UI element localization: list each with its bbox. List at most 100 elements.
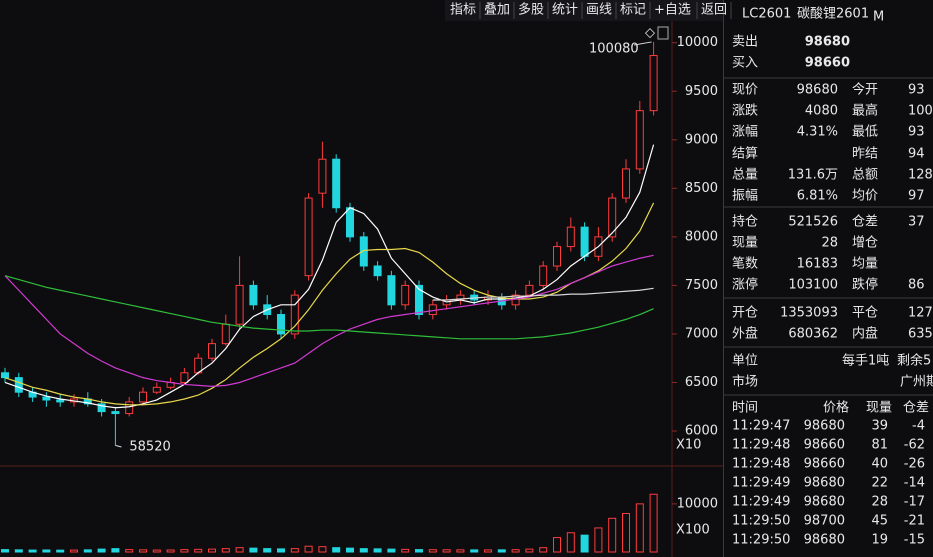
quote-label: 最高 [852,103,878,119]
quote-value: 93 [908,83,925,98]
ma-line [432,287,654,301]
candle-body [180,372,189,383]
trade-header: 现量 [866,401,892,416]
candle-body [111,411,120,415]
trade-cell: 11:29:50 [732,514,790,529]
quote-value: 103100 [788,278,838,293]
quote-value: 28 [821,236,838,251]
volume-bar [221,548,230,553]
toolbar-button[interactable]: 返回 [701,3,727,18]
trade-cell: 11:29:48 [732,438,790,453]
trade-cell: -15 [904,533,925,548]
quote-value: 93 [908,125,925,140]
quote-value: 680362 [788,327,838,342]
annotation-arrow [633,41,652,46]
trade-cell: 98680 [804,419,845,434]
trade-cell: 98680 [804,533,845,548]
volume-bar [1,549,9,553]
icon-diamond[interactable]: ◇ [645,26,655,41]
quote-label: 笔数 [732,256,758,272]
y-tick-label: 8500 [685,181,718,196]
quote-value: 100 [908,104,933,119]
y-tick-label: 8000 [685,229,718,244]
volume-bar [649,493,658,553]
candle-body [125,401,134,415]
candle-body [580,226,589,257]
volume-bar [346,547,354,553]
volume-bar [415,549,423,553]
candle-body [649,55,658,112]
quote-label: 昨结 [852,147,878,162]
trade-cell: 11:29:49 [732,476,790,491]
volume-bar [235,547,244,553]
volume-bar [83,549,92,553]
volume-bar [194,548,203,553]
quote-value: 86 [908,278,925,293]
toolbar-button[interactable]: 叠加 [484,3,510,18]
bid-label: 买入 [732,56,758,71]
ask-label: 卖出 [732,35,758,50]
y2-multiplier: X100 [676,523,710,538]
toolbar-button[interactable]: 画线 [586,3,612,18]
trade-cell: -14 [904,476,925,491]
quote-label: 涨停 [732,277,758,293]
quote-value: 131.6万 [788,168,838,183]
trade-cell: 11:29:49 [732,495,790,510]
quote-value: 4080 [805,104,838,119]
trade-cell: 98660 [804,438,845,453]
quote-value: 635 [908,327,933,342]
volume-bar [484,549,492,553]
volume-bar [525,548,534,553]
trade-cell: 98680 [804,495,845,510]
quote-value: 1278 [908,306,933,321]
candle-body [42,396,51,401]
quote-label: 增仓 [852,236,878,251]
candle-body [97,403,106,413]
quote-label: 现量 [732,236,758,251]
y-tick-label: 9000 [685,132,718,147]
quote-label: 涨幅 [732,125,758,140]
trade-cell: -17 [904,495,925,510]
candle-body [332,158,341,209]
candle-body [1,372,9,379]
ma-line [4,144,655,409]
quote-label: 跌停 [852,277,878,293]
quote-value: 98680 [797,83,838,98]
y-tick-label: 7500 [685,278,718,293]
quote-label: 外盘 [732,326,758,342]
toolbar-button[interactable]: 统计 [552,3,578,18]
volume-bar [359,548,368,553]
volume-bar [566,532,575,553]
volume-bar [277,548,285,553]
volume-bar [180,549,189,553]
quote-label: 现价 [732,83,758,98]
toolbar-button[interactable]: +自选 [654,3,691,18]
toolbar-button[interactable]: 多股 [518,2,544,18]
bid-price: 98660 [805,56,850,71]
volume-bar [70,549,78,553]
candle-body [608,197,617,238]
icon-window[interactable] [657,26,669,40]
volume-bar [456,549,465,553]
toolbar-button[interactable]: 指标 [450,3,476,18]
trade-cell: 19 [871,533,888,548]
quote-value: 128 [908,168,933,183]
volume-bar [580,534,589,553]
y-tick-label: 9500 [685,84,718,99]
candle-body [139,391,147,403]
volume-bar [14,549,23,553]
symbol: LC2601 [742,7,791,22]
candle-body [152,386,161,393]
quote-label: 内盘 [852,326,878,342]
trade-cell: 98700 [804,514,845,529]
candle-body [635,110,644,170]
trade-cell: 11:29:50 [732,533,790,548]
candle-body [290,294,299,335]
market-value: 广州期 [900,375,933,390]
quote-label: 最低 [852,125,878,140]
quote-label: 今开 [852,82,878,98]
quote-label: 涨跌 [732,103,758,119]
candle-body [539,265,548,286]
toolbar-button[interactable]: 标记 [620,3,646,18]
